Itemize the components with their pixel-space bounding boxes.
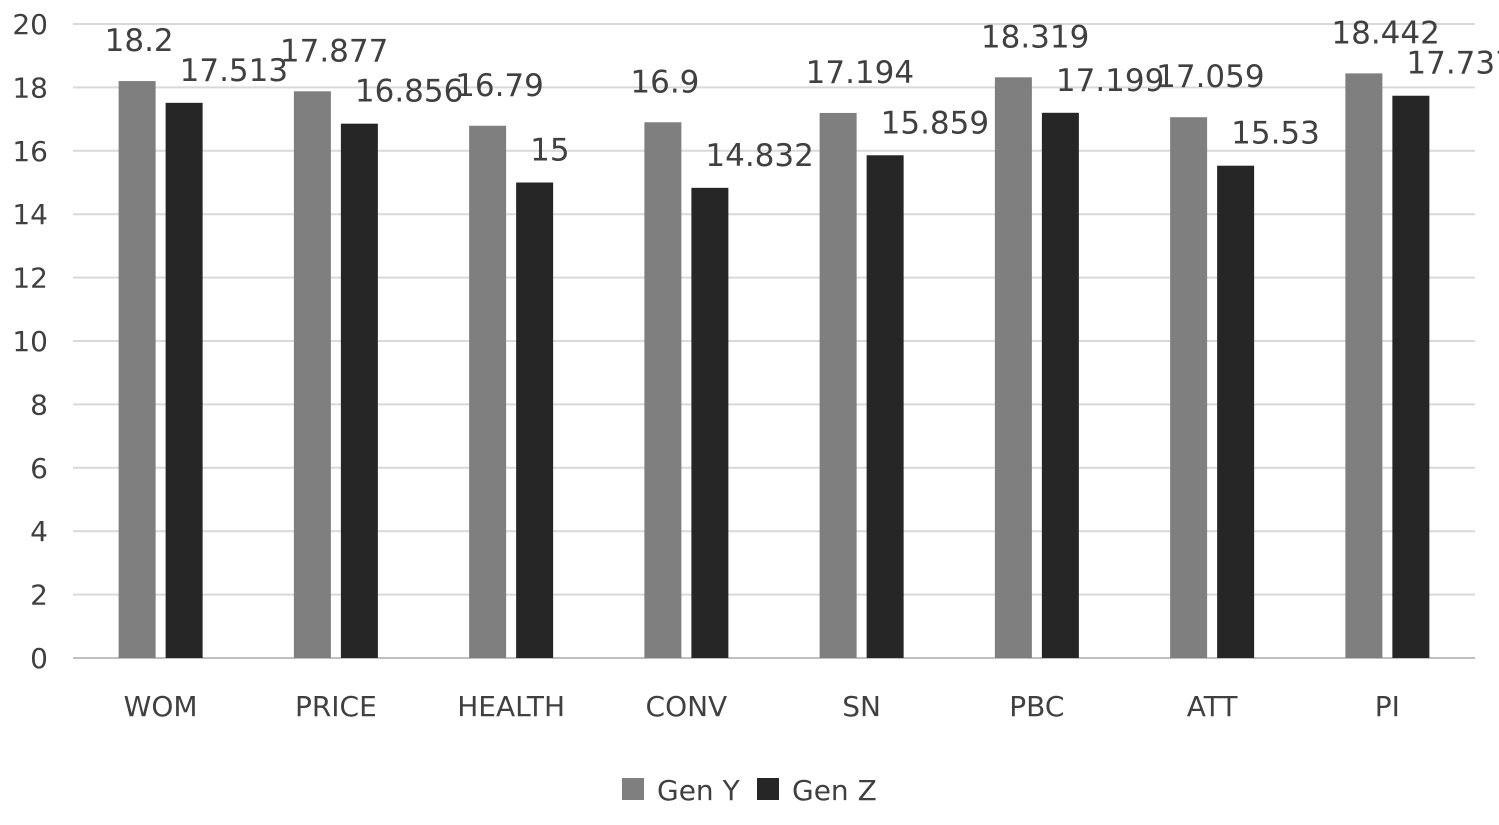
x-tick-label: PRICE bbox=[295, 690, 377, 723]
bar bbox=[866, 155, 904, 658]
y-tick-label: 8 bbox=[30, 388, 48, 421]
data-label: 15.53 bbox=[1231, 116, 1320, 152]
data-label: 16.79 bbox=[455, 68, 544, 104]
x-tick-label: ATT bbox=[1187, 690, 1239, 723]
data-label: 17.737 bbox=[1406, 46, 1499, 82]
data-label: 18.319 bbox=[981, 19, 1089, 55]
bar bbox=[691, 187, 729, 658]
data-label: 17.513 bbox=[180, 53, 288, 89]
y-tick-label: 20 bbox=[12, 8, 48, 41]
legend-swatch bbox=[757, 778, 779, 800]
data-label: 17.877 bbox=[280, 33, 388, 69]
data-label: 16.856 bbox=[355, 74, 463, 110]
bar bbox=[1041, 112, 1079, 659]
bar bbox=[1217, 165, 1255, 658]
bar bbox=[293, 91, 331, 659]
bar bbox=[819, 112, 857, 659]
data-label: 16.9 bbox=[630, 64, 699, 100]
y-tick-label: 0 bbox=[30, 642, 48, 675]
bar bbox=[644, 122, 682, 658]
data-label: 18.2 bbox=[105, 23, 174, 59]
data-label: 15.859 bbox=[881, 105, 989, 141]
bar bbox=[1392, 95, 1430, 658]
data-label: 17.194 bbox=[806, 55, 914, 91]
bar bbox=[469, 125, 507, 658]
data-label: 15 bbox=[530, 133, 569, 169]
y-tick-label: 14 bbox=[12, 198, 48, 231]
bar bbox=[516, 182, 554, 658]
bar bbox=[1345, 73, 1383, 658]
legend-swatch bbox=[622, 778, 644, 800]
legend-label: Gen Y bbox=[657, 774, 741, 807]
legend-label: Gen Z bbox=[792, 774, 877, 807]
y-tick-label: 16 bbox=[12, 135, 48, 168]
data-label: 18.442 bbox=[1331, 15, 1439, 51]
x-tick-label: HEALTH bbox=[457, 690, 565, 723]
bar bbox=[994, 77, 1032, 658]
x-tick-label: PBC bbox=[1009, 690, 1064, 723]
bar bbox=[1170, 117, 1208, 659]
x-tick-label: CONV bbox=[646, 690, 728, 723]
y-tick-label: 18 bbox=[12, 71, 48, 104]
y-tick-label: 10 bbox=[12, 325, 48, 358]
x-tick-label: PI bbox=[1375, 690, 1400, 723]
y-tick-label: 12 bbox=[12, 262, 48, 295]
x-tick-label: SN bbox=[842, 690, 881, 723]
bar bbox=[165, 102, 203, 659]
y-tick-label: 4 bbox=[30, 515, 48, 548]
bar bbox=[340, 123, 378, 659]
data-label: 17.059 bbox=[1156, 59, 1264, 95]
data-label: 14.832 bbox=[705, 138, 813, 174]
bar bbox=[118, 81, 156, 658]
y-tick-label: 2 bbox=[30, 579, 48, 612]
data-label: 17.199 bbox=[1056, 63, 1164, 99]
y-tick-label: 6 bbox=[30, 452, 48, 485]
x-tick-label: WOM bbox=[124, 690, 198, 723]
